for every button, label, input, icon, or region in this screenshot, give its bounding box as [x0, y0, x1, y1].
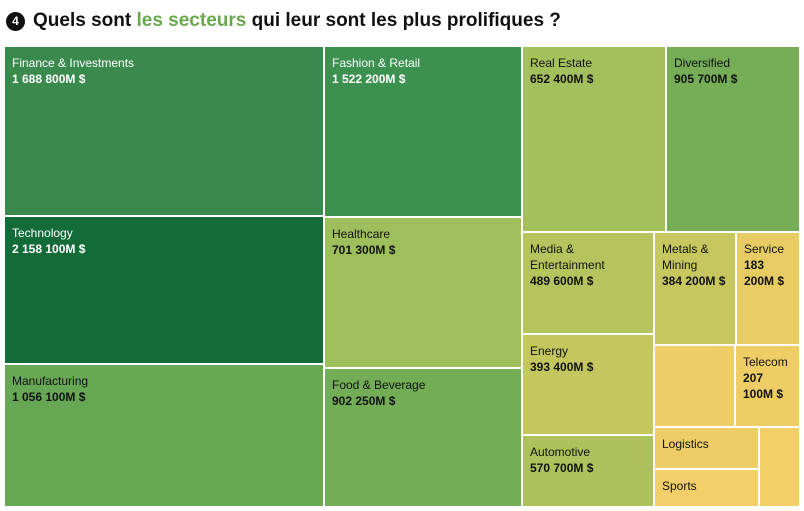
- tile-sector-value: 701 300M $: [332, 243, 396, 257]
- title-highlight: les secteurs: [136, 10, 247, 31]
- tile-label: Sports: [662, 478, 754, 494]
- treemap-tile-media-and-entertainment: Media & Entertainment 489 600M $: [522, 232, 654, 334]
- tile-sector-value: 570 700M $: [530, 461, 594, 475]
- treemap-tile-fashion-and-retail: Fashion & Retail 1 522 200M $: [324, 46, 522, 217]
- treemap-tile-energy: Energy 393 400M $: [522, 334, 654, 435]
- tile-label: Finance & Investments 1 688 800M $: [12, 55, 319, 87]
- tile-label: Logistics: [662, 436, 754, 452]
- tile-sector-name: Automotive: [530, 445, 591, 459]
- tile-sector-name: Diversified: [674, 56, 731, 70]
- tile-sector-name: Metals & Mining: [662, 242, 709, 272]
- tile-label: Telecom 207 100M $: [743, 354, 795, 402]
- treemap-tile-finance-and-investments: Finance & Investments 1 688 800M $: [4, 46, 324, 216]
- tile-sector-name: Sports: [662, 479, 697, 493]
- tile-sector-value: 1 688 800M $: [12, 72, 86, 86]
- treemap-tile-service: Service 183 200M $: [736, 232, 800, 345]
- tile-label: Energy 393 400M $: [530, 343, 649, 375]
- tile-label: Technology 2 158 100M $: [12, 225, 319, 257]
- tile-label: Service 183 200M $: [744, 241, 795, 289]
- tile-label: Automotive 570 700M $: [530, 444, 649, 476]
- tile-sector-value: 2 158 100M $: [12, 242, 86, 256]
- tile-sector-name: Real Estate: [530, 56, 593, 70]
- tile-label: Manufacturing 1 056 100M $: [12, 373, 319, 405]
- treemap-tile-logistics: Logistics: [654, 427, 759, 469]
- tile-sector-name: Healthcare: [332, 227, 391, 241]
- tile-sector-value: 652 400M $: [530, 72, 594, 86]
- treemap-tile-healthcare: Healthcare 701 300M $: [324, 217, 522, 368]
- chart-header: 4 Quels sont les secteurs qui leur sont …: [6, 6, 561, 36]
- tile-sector-value: 207 100M $: [743, 371, 784, 401]
- tile-sector-name: Food & Beverage: [332, 378, 426, 392]
- tile-sector-name: Logistics: [662, 437, 709, 451]
- tile-label: Diversified 905 700M $: [674, 55, 795, 87]
- tile-label: Media & Entertainment 489 600M $: [530, 241, 649, 289]
- tile-sector-name: Energy: [530, 344, 569, 358]
- tile-sector-name: Service: [744, 242, 785, 256]
- tile-sector-name: Fashion & Retail: [332, 56, 421, 70]
- tile-sector-name: Finance & Investments: [12, 56, 135, 70]
- tile-label: Fashion & Retail 1 522 200M $: [332, 55, 517, 87]
- tile-sector-value: 905 700M $: [674, 72, 738, 86]
- tile-sector-value: 489 600M $: [530, 274, 594, 288]
- tile-sector-value: 393 400M $: [530, 360, 594, 374]
- treemap-tile-diversified: Diversified 905 700M $: [666, 46, 800, 232]
- tile-sector-name: Technology: [12, 226, 73, 240]
- treemap-tile-unlabeled-16: [759, 427, 800, 507]
- tile-sector-value: 1 056 100M $: [12, 390, 86, 404]
- tile-label: Healthcare 701 300M $: [332, 226, 517, 258]
- step-number-badge: 4: [6, 11, 25, 31]
- treemap-tile-technology: Technology 2 158 100M $: [4, 216, 324, 364]
- treemap-tile-food-and-beverage: Food & Beverage 902 250M $: [324, 368, 522, 507]
- treemap-tile-unlabeled-12: [654, 345, 735, 427]
- tile-label: Metals & Mining 384 200M $: [662, 241, 731, 289]
- chart-title: Quels sont les secteurs qui leur sont le…: [33, 10, 561, 32]
- treemap-tile-sports: Sports: [654, 469, 759, 507]
- treemap-tile-metals-and-mining: Metals & Mining 384 200M $: [654, 232, 736, 345]
- title-after: qui leur sont les plus prolifiques ?: [251, 10, 561, 31]
- tile-sector-name: Telecom: [743, 355, 788, 369]
- treemap-tile-telecom: Telecom 207 100M $: [735, 345, 800, 427]
- tile-sector-name: Media & Entertainment: [530, 242, 605, 272]
- tile-sector-value: 384 200M $: [662, 274, 726, 288]
- treemap-tile-real-estate: Real Estate 652 400M $: [522, 46, 666, 232]
- tile-sector-name: Manufacturing: [12, 374, 89, 388]
- treemap-tile-automotive: Automotive 570 700M $: [522, 435, 654, 507]
- tile-label: Real Estate 652 400M $: [530, 55, 661, 87]
- tile-sector-value: 183 200M $: [744, 258, 785, 288]
- title-before: Quels sont: [33, 10, 132, 31]
- tile-sector-value: 902 250M $: [332, 394, 396, 408]
- treemap-tile-manufacturing: Manufacturing 1 056 100M $: [4, 364, 324, 507]
- tile-sector-value: 1 522 200M $: [332, 72, 406, 86]
- tile-label: Food & Beverage 902 250M $: [332, 377, 517, 409]
